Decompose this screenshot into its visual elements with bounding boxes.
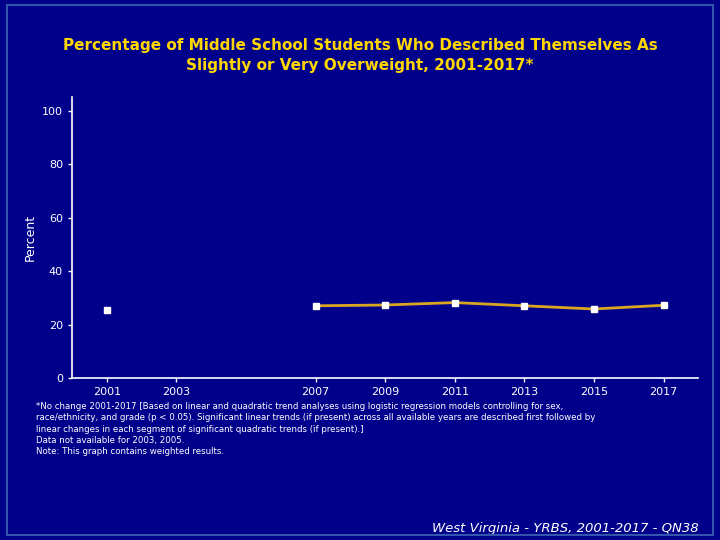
Text: West Virginia - YRBS, 2001-2017 - QN38: West Virginia - YRBS, 2001-2017 - QN38 bbox=[432, 522, 698, 535]
Y-axis label: Percent: Percent bbox=[24, 214, 37, 261]
Text: Percentage of Middle School Students Who Described Themselves As
Slightly or Ver: Percentage of Middle School Students Who… bbox=[63, 38, 657, 73]
Text: *No change 2001-2017 [Based on linear and quadratic trend analyses using logisti: *No change 2001-2017 [Based on linear an… bbox=[36, 402, 595, 456]
